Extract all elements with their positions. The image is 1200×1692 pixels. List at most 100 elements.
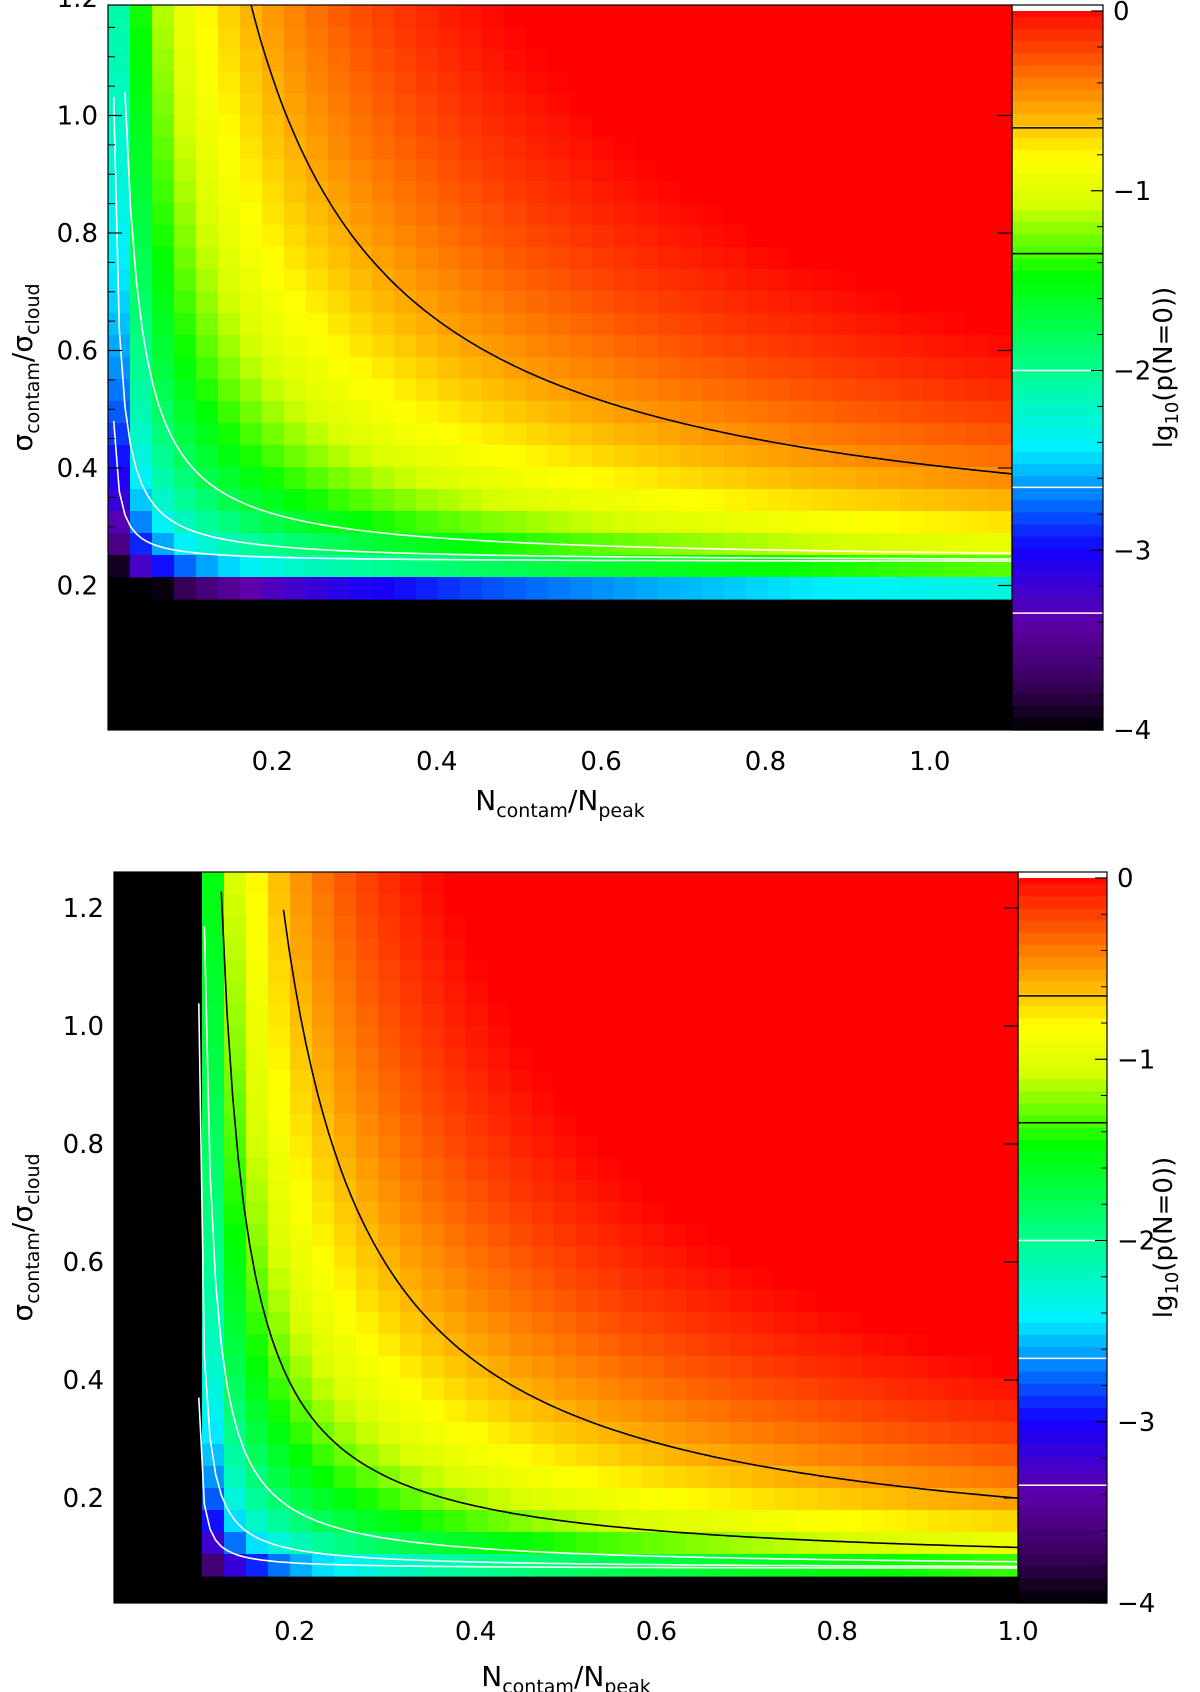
- heatmap-cell: [306, 93, 329, 116]
- y-tick-label: 0.2: [63, 1484, 104, 1514]
- heatmap-cell: [378, 894, 401, 917]
- colorbar-swatch: [1012, 452, 1103, 465]
- heatmap-cell: [334, 1444, 357, 1467]
- heatmap-cell: [988, 291, 1011, 314]
- heatmap-cell: [972, 1532, 995, 1555]
- heatmap-cell: [438, 467, 461, 490]
- heatmap-cell: [174, 511, 197, 534]
- heatmap-cell: [356, 1488, 379, 1511]
- heatmap-cell: [444, 1532, 467, 1555]
- heatmap-cell: [312, 1532, 335, 1555]
- heatmap-cell: [334, 1092, 357, 1115]
- heatmap-cell: [620, 1422, 643, 1445]
- heatmap-cell: [818, 1136, 841, 1159]
- heatmap-cell: [202, 1290, 225, 1313]
- heatmap-cell: [790, 379, 813, 402]
- heatmap-cell: [290, 1004, 313, 1027]
- heatmap-cell: [994, 1444, 1017, 1467]
- heatmap-cell: [944, 269, 967, 292]
- heatmap-cell: [598, 938, 621, 961]
- heatmap-cell: [724, 313, 747, 336]
- heatmap-cell: [416, 5, 439, 28]
- heatmap-cell: [268, 1070, 291, 1093]
- heatmap-cell: [686, 1224, 709, 1247]
- heatmap-cell: [152, 181, 175, 204]
- heatmap-cell: [950, 1202, 973, 1225]
- heatmap-cell: [790, 401, 813, 424]
- heatmap-cell: [196, 357, 219, 380]
- heatmap-cell: [922, 27, 945, 50]
- heatmap-cell: [460, 555, 483, 578]
- contour-line: [198, 1397, 1018, 1569]
- heatmap-cell: [356, 938, 379, 961]
- heatmap-cell: [922, 511, 945, 534]
- heatmap-cell: [532, 916, 555, 939]
- heatmap-cell: [174, 203, 197, 226]
- heatmap-cell: [438, 181, 461, 204]
- heatmap-cell: [708, 1092, 731, 1115]
- heatmap-cell: [576, 1004, 599, 1027]
- colorbar-swatch: [1012, 355, 1103, 369]
- heatmap-cell: [730, 1268, 753, 1291]
- heatmap-cell: [724, 159, 747, 182]
- heatmap-cell: [592, 357, 615, 380]
- heatmap-cell: [972, 1378, 995, 1401]
- heatmap-cell: [488, 1246, 511, 1269]
- heatmap-cell: [466, 1466, 489, 1489]
- heatmap-cell: [966, 401, 989, 424]
- heatmap-cell: [554, 1466, 577, 1489]
- heatmap-cell: [944, 489, 967, 512]
- heatmap-cell: [972, 1488, 995, 1511]
- heatmap-cell: [372, 5, 395, 28]
- heatmap-cell: [218, 379, 241, 402]
- heatmap-cell: [900, 49, 923, 72]
- heatmap-cell: [460, 93, 483, 116]
- heatmap-cell: [394, 137, 417, 160]
- heatmap-cell: [906, 1202, 929, 1225]
- heatmap-cell: [944, 93, 967, 116]
- heatmap-cell: [312, 1554, 335, 1577]
- heatmap-cell: [460, 511, 483, 534]
- heatmap-cell: [768, 489, 791, 512]
- heatmap-cell: [488, 1510, 511, 1533]
- heatmap-cell: [372, 533, 395, 556]
- heatmap-cell: [950, 1070, 973, 1093]
- heatmap-cell: [284, 533, 307, 556]
- heatmap-cell: [988, 357, 1011, 380]
- heatmap-cell: [768, 159, 791, 182]
- heatmap-cell: [488, 1070, 511, 1093]
- heatmap-cell: [334, 1422, 357, 1445]
- heatmap-cell: [262, 291, 285, 314]
- heatmap-cell: [268, 1048, 291, 1071]
- heatmap-cell: [570, 489, 593, 512]
- heatmap-cell: [570, 181, 593, 204]
- heatmap-cell: [708, 1114, 731, 1137]
- heatmap-cell: [796, 1070, 819, 1093]
- heatmap-cell: [1016, 1422, 1018, 1445]
- heatmap-cell: [466, 1070, 489, 1093]
- heatmap-cell: [642, 1224, 665, 1247]
- heatmap-cell: [576, 916, 599, 939]
- heatmap-cell: [108, 93, 131, 116]
- heatmap-cell: [526, 5, 549, 28]
- heatmap-cell: [966, 49, 989, 72]
- heatmap-cell: [774, 938, 797, 961]
- heatmap-cell: [972, 1466, 995, 1489]
- heatmap-cell: [438, 159, 461, 182]
- heatmap-cell: [664, 1048, 687, 1071]
- heatmap-cell: [246, 1488, 269, 1511]
- heatmap-cell: [592, 577, 615, 600]
- heatmap-cell: [334, 1378, 357, 1401]
- heatmap-cell: [246, 1422, 269, 1445]
- heatmap-cell: [636, 247, 659, 270]
- heatmap-cell: [378, 1510, 401, 1533]
- colorbar-swatch: [1012, 125, 1103, 139]
- heatmap-cell: [834, 49, 857, 72]
- heatmap-cell: [268, 1004, 291, 1027]
- heatmap-cell: [328, 93, 351, 116]
- heatmap-cell: [174, 93, 197, 116]
- heatmap-cell: [774, 982, 797, 1005]
- heatmap-cell: [312, 938, 335, 961]
- heatmap-cell: [312, 982, 335, 1005]
- heatmap-cell: [884, 982, 907, 1005]
